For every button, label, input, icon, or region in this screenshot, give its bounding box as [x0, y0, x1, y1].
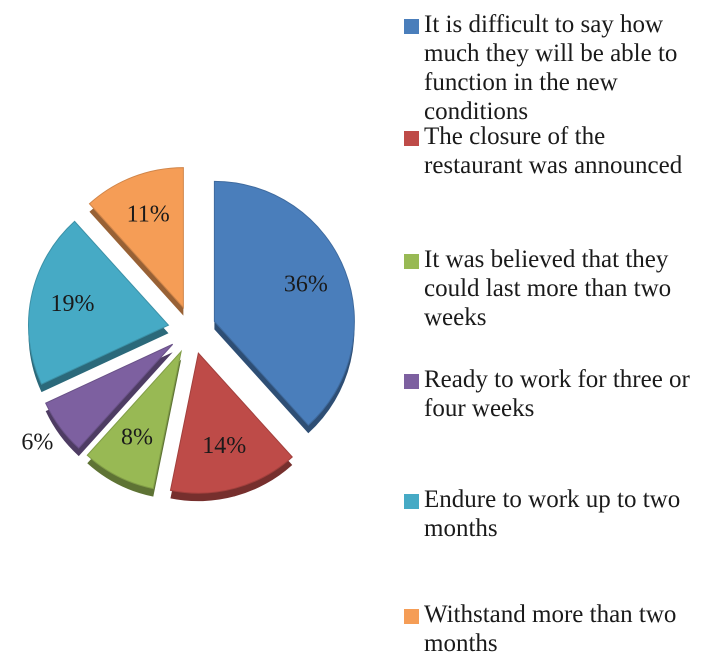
- slice: [169, 352, 293, 494]
- legend-label: The closure of the restaurant was announ…: [424, 123, 683, 179]
- legend-label: Ready to work for three or four weeks: [424, 366, 690, 422]
- slice: [213, 180, 355, 426]
- legend-label: Withstand more than two months: [424, 601, 677, 657]
- slice: [86, 349, 183, 490]
- data-label: 19%: [50, 291, 94, 317]
- legend-label: It is difficult to say how much they wil…: [424, 11, 678, 125]
- data-label: 14%: [202, 433, 246, 459]
- legend-label: It was believed that they could last mor…: [424, 246, 672, 331]
- pie-area: 36% 14% 8% 6% 19% 11%: [21, 167, 355, 502]
- slice: [28, 220, 170, 385]
- legend-marker: [404, 374, 419, 389]
- legend-marker: [404, 494, 419, 509]
- legend-label: Endure to work up to two months: [424, 486, 681, 542]
- slice: [45, 343, 174, 449]
- data-label: 36%: [284, 272, 328, 298]
- data-label: 11%: [127, 202, 170, 228]
- legend-marker: [404, 19, 419, 34]
- slice: [88, 167, 184, 309]
- data-label: 8%: [121, 424, 153, 450]
- data-label: 6%: [21, 429, 53, 455]
- legend-marker: [404, 131, 419, 146]
- legend-marker: [404, 254, 419, 269]
- legend-marker: [404, 609, 419, 624]
